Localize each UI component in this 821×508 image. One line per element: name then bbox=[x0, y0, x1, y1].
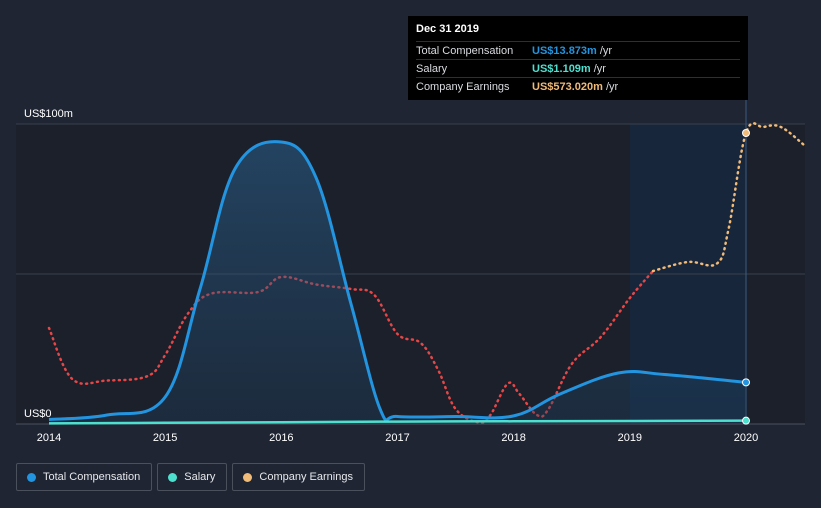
x-tick-label: 2019 bbox=[618, 432, 642, 444]
x-tick-label: 2018 bbox=[501, 432, 525, 444]
marker-salary bbox=[742, 416, 750, 425]
tooltip: Dec 31 2019 Total Compensation US$13.873… bbox=[408, 16, 748, 100]
tooltip-date: Dec 31 2019 bbox=[416, 23, 479, 35]
legend-item-salary[interactable]: Salary bbox=[157, 463, 228, 491]
legend-label: Total Compensation bbox=[43, 471, 141, 483]
tooltip-row-company-earnings: Company Earnings US$573.020m /yr bbox=[416, 77, 740, 95]
tooltip-row-salary: Salary US$1.109m /yr bbox=[416, 59, 740, 77]
x-tick-label: 2014 bbox=[37, 432, 61, 444]
legend: Total Compensation Salary Company Earnin… bbox=[16, 463, 365, 491]
series-total-compensation-line bbox=[48, 140, 747, 422]
x-tick-label: 2017 bbox=[385, 432, 409, 444]
x-tick-label: 2020 bbox=[734, 432, 758, 444]
y-axis-label-max: US$100m bbox=[24, 108, 73, 120]
legend-item-company-earnings[interactable]: Company Earnings bbox=[232, 463, 365, 491]
tooltip-label: Salary bbox=[416, 62, 448, 75]
tooltip-label: Company Earnings bbox=[416, 80, 510, 93]
tooltip-row-total-compensation: Total Compensation US$13.873m /yr bbox=[416, 41, 740, 59]
tooltip-unit: /yr bbox=[605, 80, 619, 93]
legend-item-total-compensation[interactable]: Total Compensation bbox=[16, 463, 153, 491]
tooltip-unit: /yr bbox=[599, 44, 613, 57]
tooltip-label: Total Compensation bbox=[416, 44, 514, 57]
tooltip-value: US$573.020m bbox=[532, 80, 603, 93]
x-tick-label: 2015 bbox=[153, 432, 177, 444]
legend-dot-icon bbox=[168, 472, 178, 482]
series-total-compensation-area bbox=[49, 141, 746, 424]
x-tick-label: 2016 bbox=[269, 432, 293, 444]
series-company-earnings-line bbox=[651, 122, 806, 273]
y-axis-label-min: US$0 bbox=[24, 408, 52, 420]
legend-dot-icon bbox=[27, 472, 36, 482]
legend-label: Salary bbox=[184, 471, 216, 483]
tooltip-unit: /yr bbox=[593, 62, 606, 75]
tooltip-value: US$13.873m bbox=[532, 44, 597, 57]
marker-company-earnings bbox=[742, 129, 750, 137]
marker-total-compensation bbox=[742, 378, 750, 387]
legend-label: Company Earnings bbox=[259, 471, 353, 483]
series-salary-line bbox=[48, 419, 747, 425]
tooltip-value: US$1.109m bbox=[532, 62, 591, 75]
legend-dot-icon bbox=[243, 472, 253, 482]
